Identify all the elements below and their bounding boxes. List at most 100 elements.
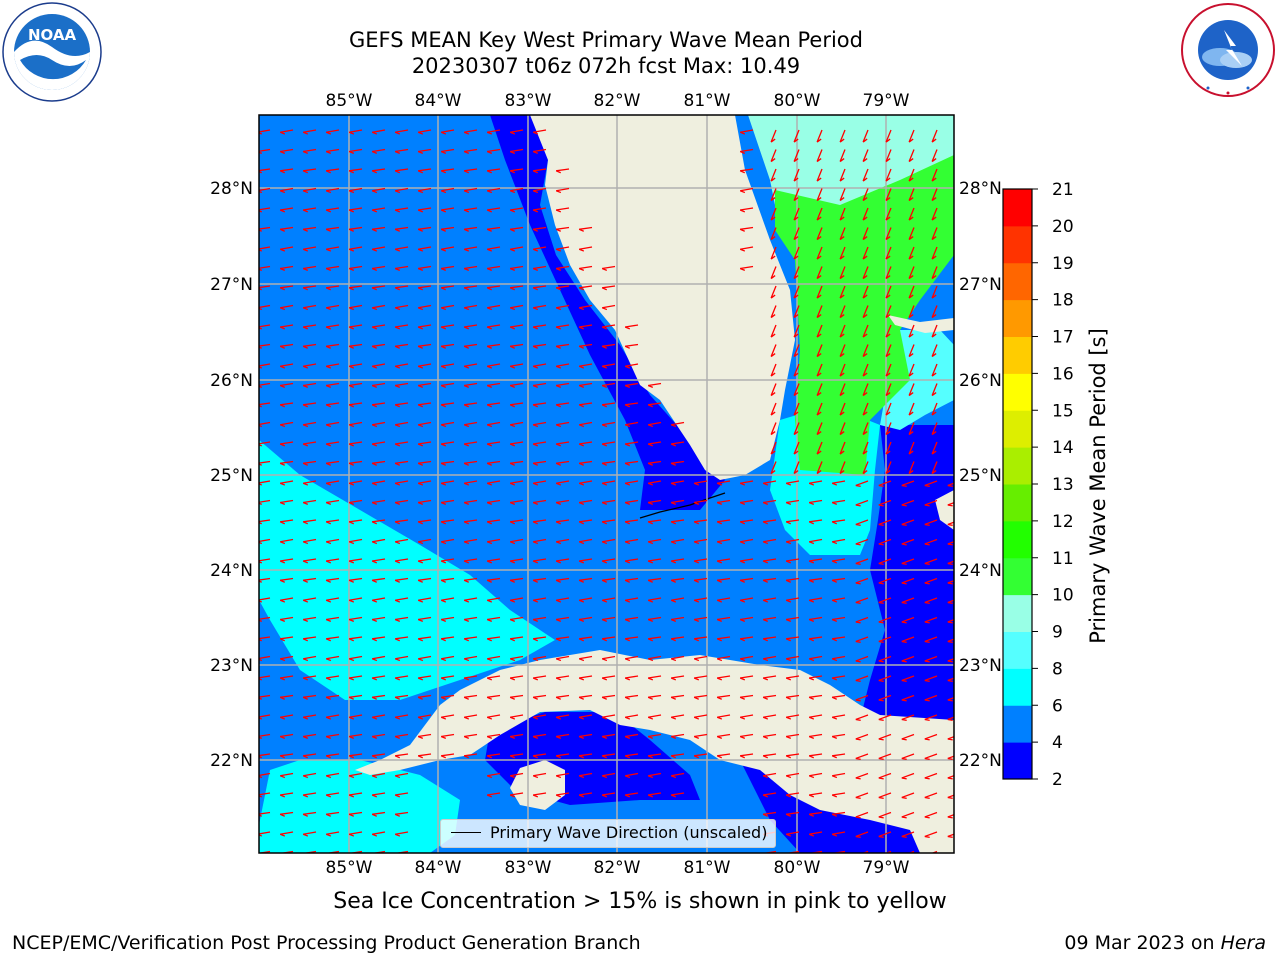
wave-arrow-head xyxy=(955,334,959,337)
wave-arrow xyxy=(694,733,708,738)
wave-arrow xyxy=(395,187,409,192)
wave-arrow-head xyxy=(578,541,585,545)
wave-arrow-head xyxy=(793,197,799,202)
wave-arrow xyxy=(303,246,317,250)
wave-arrow-head xyxy=(901,484,907,488)
wave-arrow xyxy=(326,636,340,640)
wave-arrow-head xyxy=(901,582,907,585)
wave-arrow-head xyxy=(924,718,930,722)
wave-arrow xyxy=(579,558,593,562)
wave-arrow xyxy=(326,558,340,562)
wave-arrow xyxy=(931,285,938,299)
wave-arrow-head xyxy=(578,365,585,369)
wave-arrow xyxy=(533,675,547,679)
wave-arrow-head xyxy=(463,326,470,330)
wave-arrow xyxy=(786,480,800,484)
wave-arrow-head xyxy=(532,404,538,408)
wave-arrow xyxy=(510,714,524,718)
wave-arrow xyxy=(878,811,892,818)
wave-arrow xyxy=(487,285,501,289)
wave-arrow-head xyxy=(831,716,838,720)
wave-arrow-head xyxy=(878,679,884,683)
wave-arrow xyxy=(441,148,455,153)
wave-arrow-head xyxy=(816,353,822,358)
wave-arrow xyxy=(303,811,317,815)
wave-arrow-head xyxy=(279,482,286,486)
wave-arrow xyxy=(372,480,386,484)
wave-arrow xyxy=(395,226,409,230)
wave-arrow xyxy=(533,772,547,777)
wave-arrow xyxy=(326,694,340,698)
wave-arrow xyxy=(418,636,432,640)
wave-arrow-head xyxy=(440,521,446,525)
wave-arrow xyxy=(487,187,501,192)
wave-arrow-head xyxy=(947,816,953,819)
wave-arrow-head xyxy=(793,275,799,280)
wave-arrow xyxy=(303,480,317,484)
wave-arrow-head xyxy=(417,248,424,252)
wave-arrow-head xyxy=(601,424,608,428)
wave-arrow-head xyxy=(348,365,355,369)
wave-arrow xyxy=(625,694,639,698)
wave-arrow xyxy=(372,811,386,815)
wave-arrow-head xyxy=(371,833,378,837)
wave-arrow xyxy=(931,246,938,260)
colorbar-tick-label: 9 xyxy=(1052,623,1063,643)
wave-arrow-head xyxy=(348,560,355,564)
wave-arrow-head xyxy=(555,794,562,798)
wave-arrow xyxy=(793,461,800,474)
wave-arrow xyxy=(510,460,524,464)
wave-arrow xyxy=(556,636,570,640)
wave-arrow-head xyxy=(793,294,799,299)
colorbar-band xyxy=(1003,189,1032,227)
wave-arrow-head xyxy=(855,601,861,605)
lon-label-bottom: 85°W xyxy=(326,858,373,878)
wave-arrow-head xyxy=(862,470,868,475)
wave-arrow-head xyxy=(279,424,286,428)
wave-arrow xyxy=(740,675,754,679)
wave-arrow-head xyxy=(279,287,285,291)
wave-arrow xyxy=(931,402,938,416)
wave-arrow xyxy=(694,597,708,601)
wave-arrow xyxy=(349,343,363,347)
wave-arrow-head xyxy=(624,599,631,603)
wave-arrow xyxy=(648,675,662,679)
wave-arrow xyxy=(786,538,800,543)
wave-arrow-head xyxy=(325,541,332,545)
wave-arrow xyxy=(556,207,570,211)
wave-arrow xyxy=(770,285,777,299)
wave-arrow xyxy=(602,324,616,328)
wave-arrow xyxy=(349,655,363,660)
wave-arrow-head xyxy=(371,384,378,389)
wave-arrow-head xyxy=(279,190,286,194)
wave-arrow-head xyxy=(908,216,914,221)
wave-arrow-head xyxy=(831,618,838,623)
wave-arrow xyxy=(763,655,777,660)
wave-arrow-head xyxy=(555,190,562,194)
wave-arrow xyxy=(901,753,915,760)
wave-arrow-head xyxy=(862,431,868,436)
wave-arrow-head xyxy=(348,638,354,642)
wave-arrow-head xyxy=(624,521,630,525)
wave-arrow-head xyxy=(793,353,799,358)
wave-arrow xyxy=(740,655,754,660)
wave-arrow-head xyxy=(762,618,769,623)
wave-arrow-head xyxy=(394,443,401,447)
legend-label: Primary Wave Direction (unscaled) xyxy=(490,823,768,842)
wave-arrow xyxy=(908,441,915,455)
wave-arrow-head xyxy=(793,236,799,241)
wave-arrow xyxy=(510,246,524,250)
wave-arrow-head xyxy=(647,775,654,779)
wave-arrow-head xyxy=(739,599,746,603)
wave-arrow-head xyxy=(578,677,585,681)
noaa-logo-text: NOAA xyxy=(28,26,77,44)
wave-arrow xyxy=(280,324,294,328)
wave-arrow xyxy=(464,441,478,445)
wave-arrow-head xyxy=(947,757,953,761)
wave-arrow-head xyxy=(463,618,470,623)
wave-arrow xyxy=(602,382,616,387)
lat-label-right: 27°N xyxy=(959,275,1002,295)
wave-arrow-head xyxy=(279,462,285,466)
wave-arrow-head xyxy=(955,237,959,240)
wave-arrow xyxy=(786,675,800,679)
